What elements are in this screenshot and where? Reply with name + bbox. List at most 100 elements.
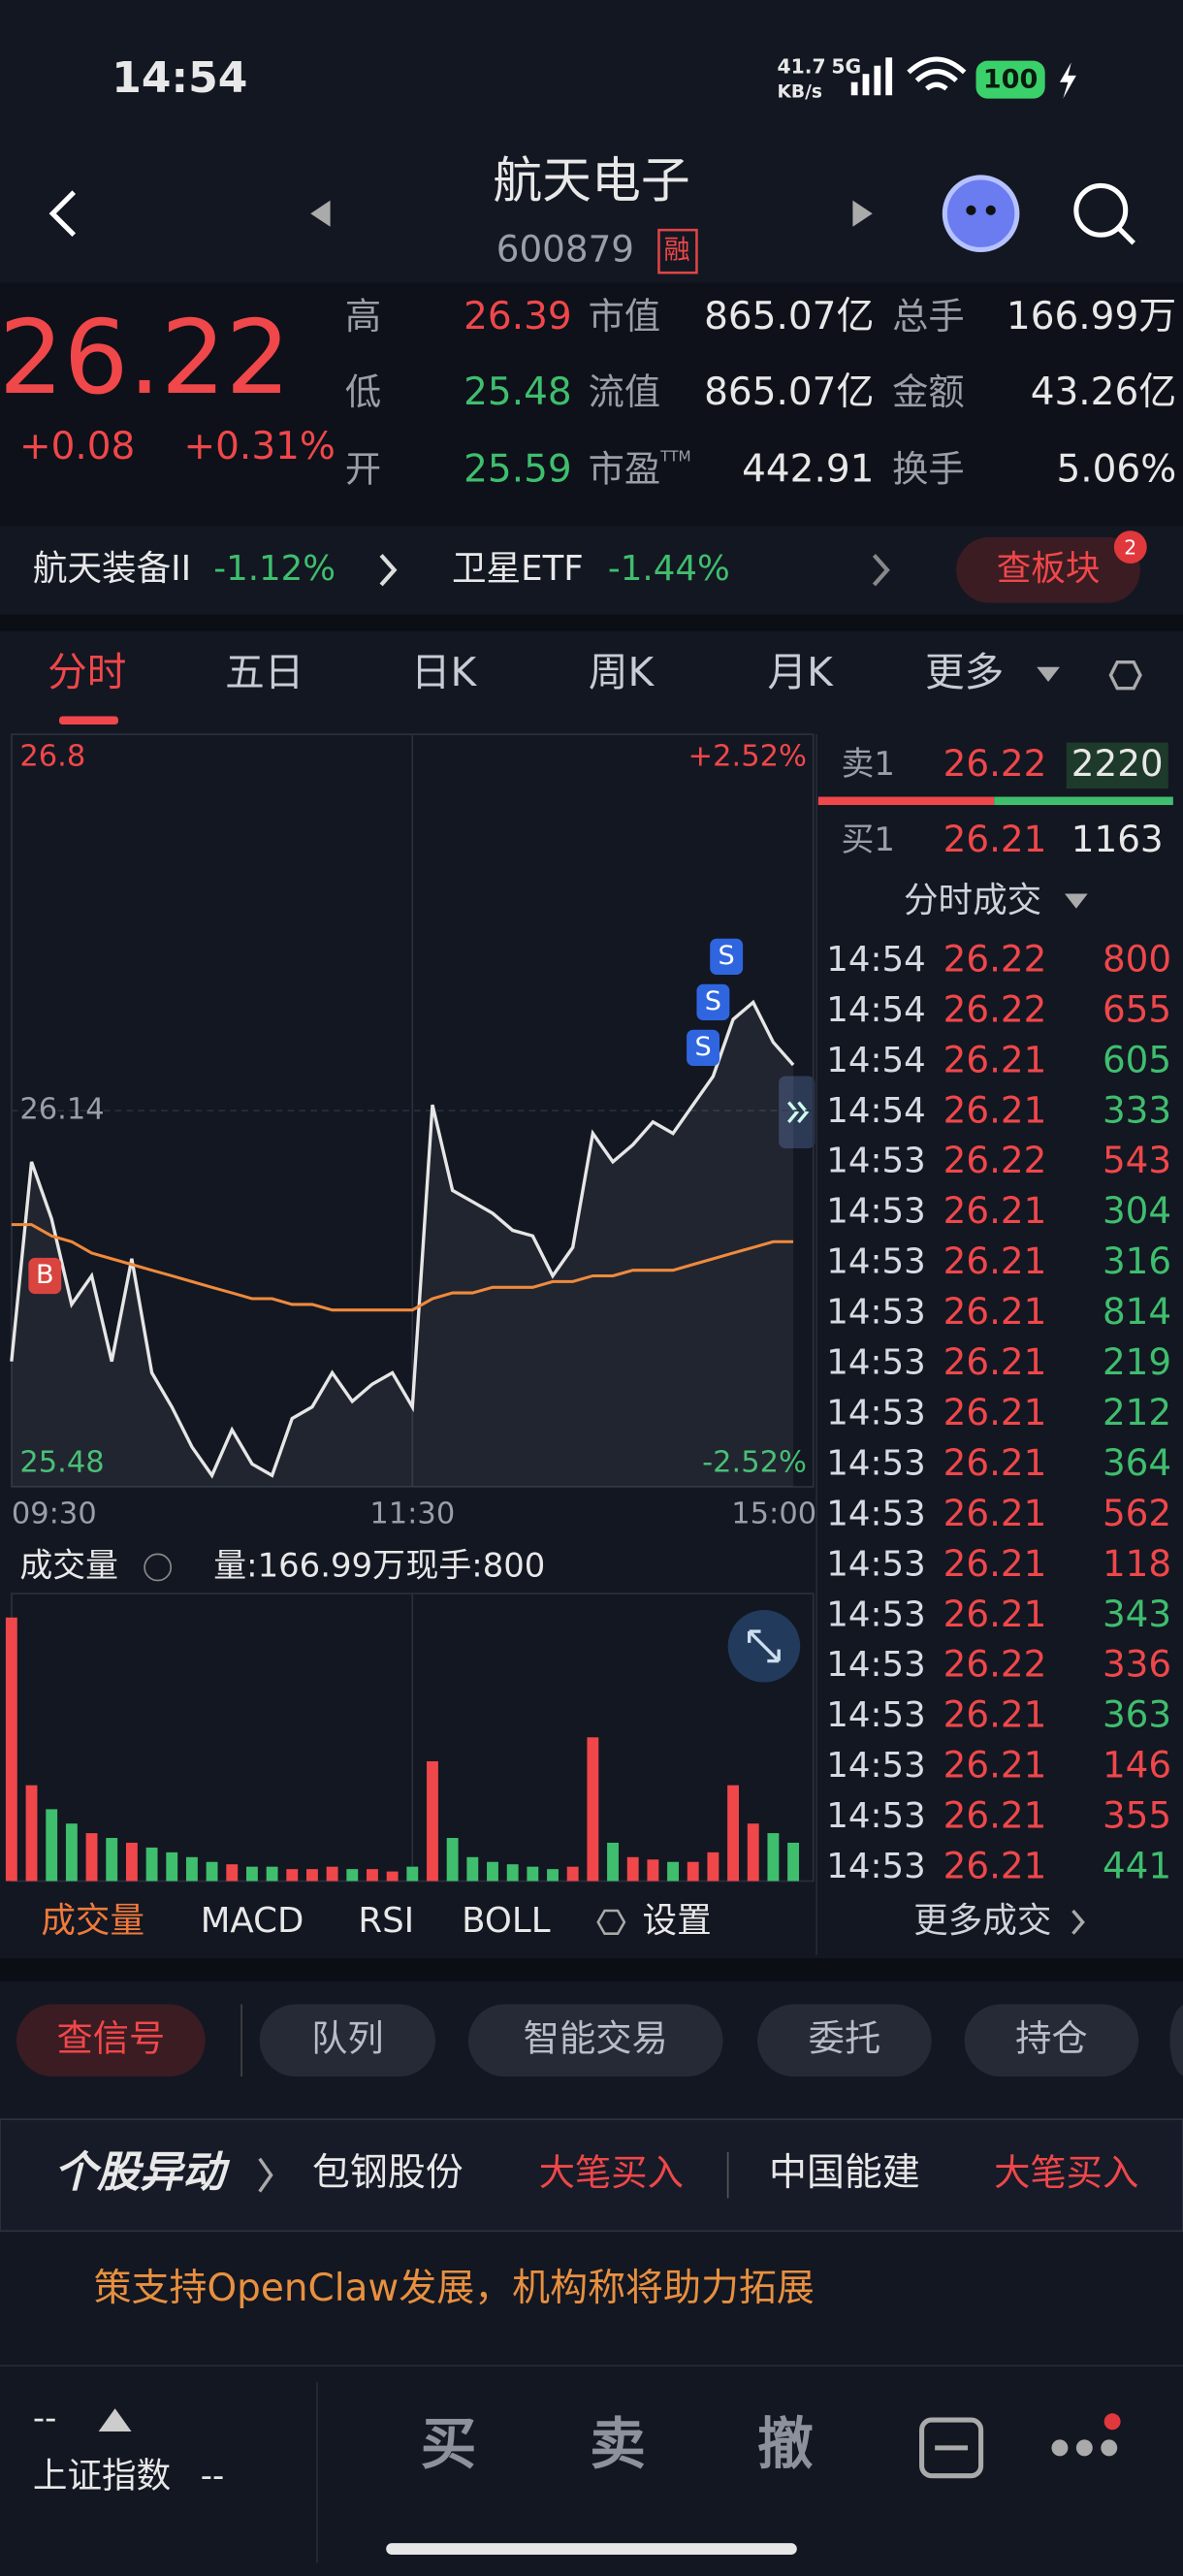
volume-bar bbox=[145, 1847, 158, 1882]
stat-label: 高 bbox=[345, 295, 381, 338]
y2-tick-label: +2.52% bbox=[688, 739, 807, 773]
stat-value: 166.99万 bbox=[1007, 295, 1176, 338]
trade-price: 26.21 bbox=[943, 1593, 1047, 1635]
indicator-tab[interactable]: MACD bbox=[201, 1901, 304, 1941]
chart-tab[interactable]: 日K bbox=[411, 649, 478, 695]
trade-time: 14:53 bbox=[826, 1293, 926, 1333]
sector-button-label: 查板块 bbox=[997, 549, 1101, 589]
trade-button[interactable]: 撤 bbox=[757, 2412, 814, 2477]
signal-bar bbox=[850, 81, 858, 96]
news-stock[interactable]: 包钢股份 bbox=[312, 2151, 464, 2195]
volume-bar bbox=[446, 1838, 459, 1882]
settings-icon[interactable] bbox=[1108, 660, 1142, 691]
x-tick-label: 09:30 bbox=[12, 1497, 97, 1530]
current-hand: 现手:800 bbox=[406, 1546, 546, 1584]
trade-time: 14:53 bbox=[826, 1343, 926, 1383]
price-area bbox=[11, 1002, 794, 1487]
action-button[interactable] bbox=[16, 2004, 206, 2077]
trade-marker bbox=[696, 983, 730, 1021]
chart-tab[interactable]: 五日 bbox=[225, 649, 304, 695]
volume-bar bbox=[346, 1869, 359, 1882]
action-button[interactable] bbox=[467, 2004, 723, 2077]
volume-bar bbox=[466, 1856, 479, 1882]
dropdown-icon[interactable] bbox=[1065, 893, 1088, 909]
news-ticker[interactable]: 策支持OpenClaw发展，机构称将助力拓展 bbox=[94, 2267, 815, 2310]
chevron bbox=[1071, 1909, 1085, 1935]
trade-time: 14:53 bbox=[826, 1796, 926, 1836]
sector-name[interactable]: 航天装备II bbox=[33, 549, 191, 589]
trade-volume: 343 bbox=[1103, 1593, 1171, 1635]
trade-button[interactable]: 卖 bbox=[590, 2412, 646, 2477]
battery-level: 100 bbox=[983, 65, 1039, 95]
sector-name[interactable]: 卫星ETF bbox=[452, 549, 584, 589]
help-icon[interactable] bbox=[144, 1553, 173, 1582]
action-button[interactable] bbox=[1169, 2005, 1183, 2077]
trade-price: 26.21 bbox=[943, 1290, 1047, 1333]
quote-panel bbox=[0, 282, 1183, 527]
search-button[interactable] bbox=[1073, 182, 1129, 238]
volume-bar bbox=[386, 1871, 399, 1882]
dropdown-icon[interactable] bbox=[1037, 666, 1060, 682]
volume-bar bbox=[687, 1861, 699, 1882]
trade-volume: 316 bbox=[1103, 1240, 1171, 1282]
chart-tab[interactable]: 月K bbox=[768, 649, 835, 695]
volume-bar bbox=[607, 1842, 619, 1882]
news-stock[interactable]: 中国能建 bbox=[769, 2151, 920, 2195]
trade-volume: 562 bbox=[1103, 1492, 1171, 1534]
chart-tab[interactable]: 分时 bbox=[48, 649, 126, 695]
trade-volume: 655 bbox=[1103, 987, 1171, 1030]
signal-bar bbox=[874, 65, 881, 96]
chart-tab[interactable]: 更多 bbox=[925, 649, 1004, 695]
next-stock[interactable] bbox=[852, 200, 873, 227]
trade-price: 26.21 bbox=[943, 1492, 1047, 1534]
settings-icon[interactable] bbox=[596, 1909, 626, 1935]
avatar-eye bbox=[966, 205, 976, 215]
news-event: 大笔买入 bbox=[994, 2151, 1138, 2194]
more-dot[interactable] bbox=[1051, 2439, 1069, 2457]
index-name: 上证指数 bbox=[33, 2456, 171, 2496]
stat-label: 流值 bbox=[589, 370, 661, 413]
y-tick-label: 25.48 bbox=[19, 1446, 104, 1480]
stat-value: 5.06% bbox=[1056, 448, 1176, 492]
trade-price: 26.21 bbox=[943, 1038, 1047, 1080]
trades-title[interactable]: 分时成交 bbox=[904, 881, 1041, 920]
action-button[interactable] bbox=[757, 2004, 932, 2077]
separator bbox=[0, 1958, 1183, 1981]
trade-volume: 118 bbox=[1103, 1542, 1171, 1585]
badge-dot bbox=[1113, 531, 1147, 564]
trade-time: 14:53 bbox=[826, 1645, 926, 1685]
indicator-tab[interactable]: BOLL bbox=[462, 1901, 551, 1941]
menu-button[interactable] bbox=[919, 2417, 984, 2479]
price-line bbox=[10, 999, 795, 1479]
tab-underline bbox=[59, 716, 118, 724]
indicator-tab[interactable]: RSI bbox=[358, 1901, 414, 1941]
stat-value: 442.91 bbox=[742, 448, 874, 492]
trade-volume: 212 bbox=[1103, 1391, 1171, 1433]
assistant-avatar[interactable] bbox=[942, 175, 1020, 253]
trade-volume: 304 bbox=[1103, 1189, 1171, 1232]
stat-label: 总手 bbox=[892, 295, 965, 338]
trade-button[interactable]: 买 bbox=[421, 2412, 477, 2477]
action-label: 持仓 bbox=[1015, 2016, 1088, 2059]
sector-button[interactable] bbox=[956, 536, 1140, 603]
trade-volume: 333 bbox=[1103, 1088, 1171, 1131]
trade-price: 26.22 bbox=[943, 1643, 1047, 1686]
action-button[interactable] bbox=[259, 2004, 436, 2077]
action-button[interactable] bbox=[964, 2004, 1139, 2077]
avatar-eye bbox=[985, 205, 996, 215]
signal-bar bbox=[885, 57, 893, 96]
action-label: 智能交易 bbox=[524, 2016, 668, 2059]
chevron bbox=[872, 554, 890, 587]
volume-bar bbox=[767, 1833, 780, 1882]
back-button[interactable] bbox=[48, 190, 77, 238]
trade-time: 14:53 bbox=[826, 1192, 926, 1232]
indicator-tab[interactable]: 成交量 bbox=[41, 1901, 144, 1941]
trade-price: 26.21 bbox=[943, 1189, 1047, 1232]
clock: 14:54 bbox=[112, 53, 247, 103]
indicator-tab[interactable]: 设置 bbox=[643, 1901, 712, 1941]
more-trades[interactable]: 更多成交 bbox=[913, 1901, 1051, 1941]
prev-stock[interactable] bbox=[310, 200, 331, 227]
chart-tab[interactable]: 周K bbox=[589, 649, 655, 695]
